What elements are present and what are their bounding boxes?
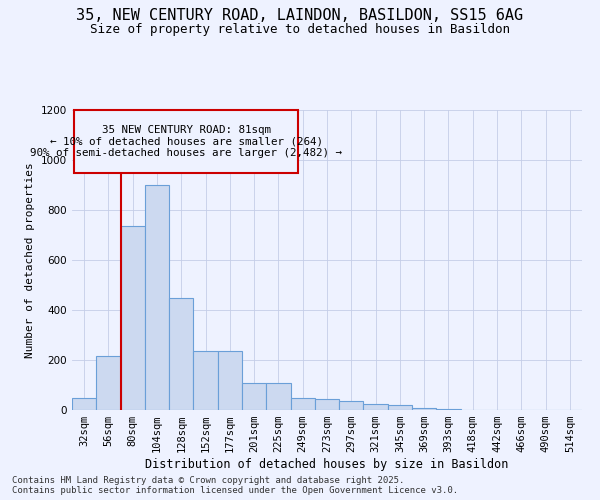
Bar — [266, 382, 290, 410]
Text: 35, NEW CENTURY ROAD, LAINDON, BASILDON, SS15 6AG: 35, NEW CENTURY ROAD, LAINDON, BASILDON,… — [76, 8, 524, 22]
Bar — [193, 351, 218, 410]
Bar — [315, 399, 339, 410]
Bar — [339, 401, 364, 410]
Bar — [242, 382, 266, 410]
Bar — [218, 351, 242, 410]
Bar — [388, 405, 412, 410]
Text: Contains HM Land Registry data © Crown copyright and database right 2025.
Contai: Contains HM Land Registry data © Crown c… — [12, 476, 458, 495]
Text: Size of property relative to detached houses in Basildon: Size of property relative to detached ho… — [90, 22, 510, 36]
Bar — [290, 398, 315, 410]
Bar — [364, 404, 388, 410]
Bar — [412, 408, 436, 410]
Bar — [169, 298, 193, 410]
Bar — [121, 226, 145, 410]
Bar — [145, 185, 169, 410]
FancyBboxPatch shape — [74, 110, 298, 172]
Bar — [72, 398, 96, 410]
Bar — [436, 409, 461, 410]
Y-axis label: Number of detached properties: Number of detached properties — [25, 162, 35, 358]
Bar — [96, 356, 121, 410]
Text: 35 NEW CENTURY ROAD: 81sqm
← 10% of detached houses are smaller (264)
90% of sem: 35 NEW CENTURY ROAD: 81sqm ← 10% of deta… — [30, 124, 342, 158]
X-axis label: Distribution of detached houses by size in Basildon: Distribution of detached houses by size … — [145, 458, 509, 471]
